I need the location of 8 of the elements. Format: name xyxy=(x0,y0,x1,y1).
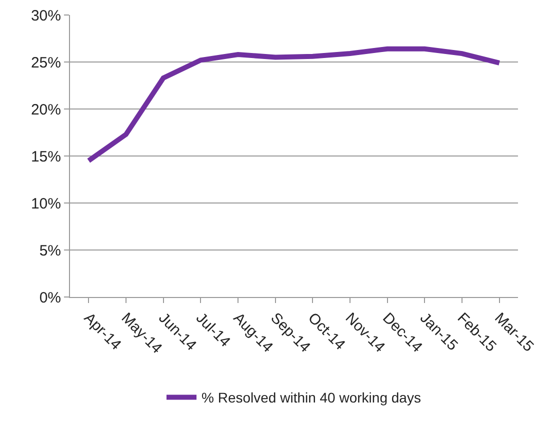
y-tick-label: 5% xyxy=(39,242,61,260)
y-tick-label: 15% xyxy=(30,148,61,166)
y-tick-label: 10% xyxy=(30,195,61,212)
y-tick-label: 0% xyxy=(39,289,61,306)
y-tick-label: 30% xyxy=(30,7,61,24)
legend-label: % Resolved within 40 working days xyxy=(202,390,421,406)
y-tick-label: 25% xyxy=(30,54,61,72)
y-tick-label: 20% xyxy=(30,101,61,118)
